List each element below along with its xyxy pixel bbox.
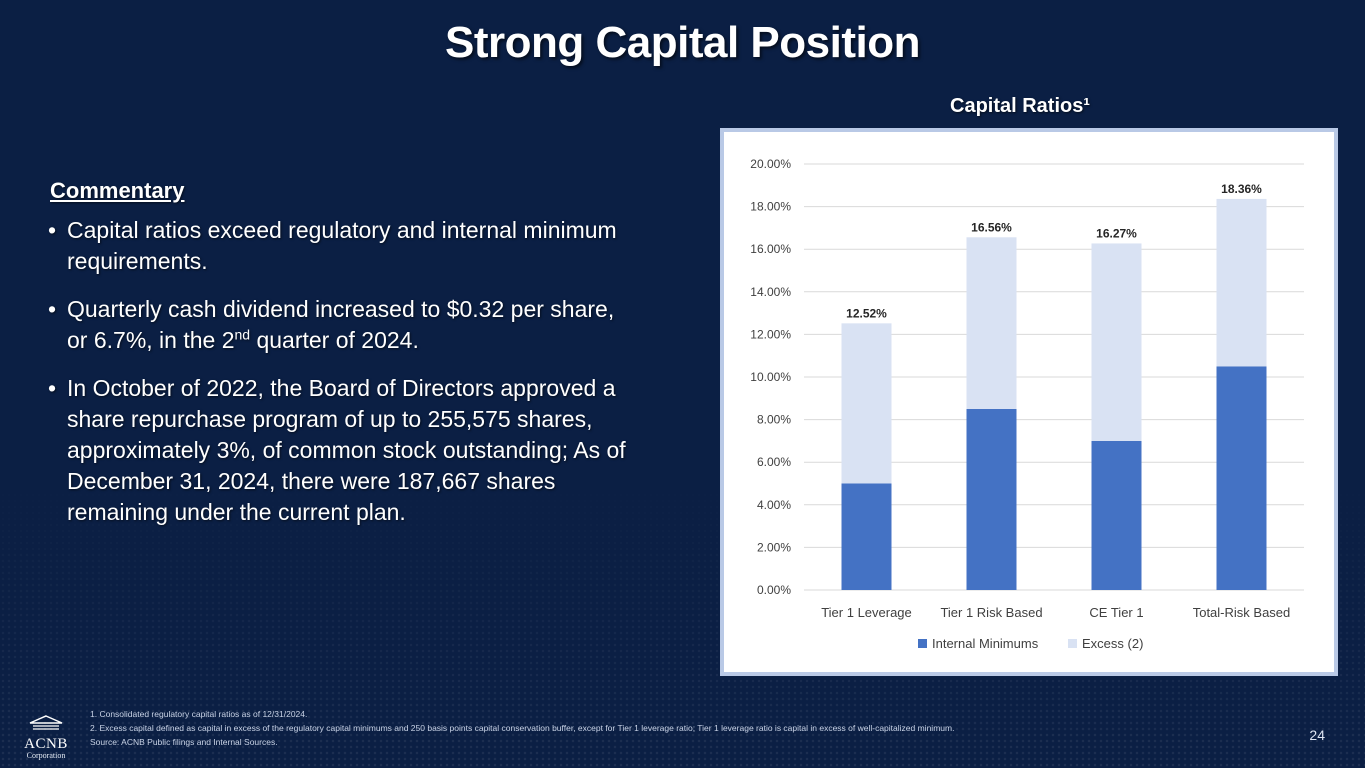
bar-internal-minimum bbox=[966, 408, 1017, 590]
total-data-label: 18.36% bbox=[1221, 182, 1262, 196]
legend-swatch-excess bbox=[1068, 639, 1077, 648]
y-tick-label: 16.00% bbox=[750, 242, 791, 256]
acnb-logo: ACNB Corporation bbox=[20, 715, 72, 763]
footnotes: 1. Consolidated regulatory capital ratio… bbox=[90, 707, 954, 749]
bullet-item: • In October of 2022, the Board of Direct… bbox=[48, 373, 638, 528]
x-tick-label: Tier 1 Risk Based bbox=[940, 605, 1042, 620]
bar-excess bbox=[1216, 198, 1267, 367]
x-tick-label: Tier 1 Leverage bbox=[821, 605, 912, 620]
y-tick-label: 4.00% bbox=[757, 498, 791, 512]
bullet-dot: • bbox=[48, 375, 57, 401]
chart-frame: 0.00% 2.00% 4.00% 6.00% 8.00% 10.00% 12.00% 14.… bbox=[720, 128, 1338, 676]
y-tick-label: 10.00% bbox=[750, 370, 791, 384]
y-tick-label: 6.00% bbox=[757, 455, 791, 469]
y-tick-label: 14.00% bbox=[750, 285, 791, 299]
bullet-text: In October of 2022, the Board of Directo… bbox=[67, 375, 626, 525]
bullet-text: quarter of 2024. bbox=[250, 327, 419, 353]
commentary-bullets: • Capital ratios exceed regulatory and in… bbox=[48, 215, 638, 545]
slide-title: Strong Capital Position bbox=[445, 18, 920, 67]
ordinal-superscript: nd bbox=[234, 326, 251, 343]
bullet-item: • Capital ratios exceed regulatory and in… bbox=[48, 215, 638, 277]
bar-excess bbox=[966, 237, 1017, 409]
page-number: 24 bbox=[1309, 727, 1325, 743]
y-tick-label: 0.00% bbox=[757, 583, 791, 597]
logo-name: ACNB bbox=[24, 736, 68, 752]
y-tick-label: 12.00% bbox=[750, 327, 791, 341]
y-tick-label: 18.00% bbox=[750, 200, 791, 214]
bank-building-icon bbox=[29, 715, 63, 730]
chart-title: Capital Ratios¹ bbox=[950, 95, 1091, 117]
bar-excess bbox=[841, 323, 892, 484]
legend-label: Excess (2) bbox=[1082, 636, 1143, 651]
bar-internal-minimum bbox=[841, 483, 892, 590]
y-tick-label: 2.00% bbox=[757, 540, 791, 554]
bullet-item: • Quarterly cash dividend increased to $0… bbox=[48, 294, 638, 356]
bullet-dot: • bbox=[48, 217, 57, 243]
x-tick-label: CE Tier 1 bbox=[1089, 605, 1143, 620]
y-tick-label: 8.00% bbox=[757, 413, 791, 427]
logo-subtitle: Corporation bbox=[26, 751, 66, 760]
footnote-2: 2. Excess capital defined as capital in … bbox=[90, 723, 955, 733]
total-data-label: 16.27% bbox=[1096, 226, 1137, 240]
bullet-text: Quarterly cash dividend increased to $0.… bbox=[67, 296, 615, 353]
total-data-label: 12.52% bbox=[846, 306, 887, 320]
legend-label: Internal Minimums bbox=[932, 636, 1039, 651]
bar-internal-minimum bbox=[1091, 440, 1142, 590]
x-tick-label: Total-Risk Based bbox=[1193, 605, 1291, 620]
capital-ratios-chart: 0.00% 2.00% 4.00% 6.00% 8.00% 10.00% 12.00% 14.… bbox=[750, 157, 1304, 651]
bar-internal-minimum bbox=[1216, 366, 1267, 590]
bullet-dot: • bbox=[48, 296, 57, 322]
y-tick-label: 20.00% bbox=[750, 157, 791, 171]
legend-swatch-internal-minimums bbox=[918, 639, 927, 648]
commentary-heading: Commentary bbox=[50, 178, 185, 203]
bar-excess bbox=[1091, 243, 1142, 441]
total-data-label: 16.56% bbox=[971, 220, 1012, 234]
footnote-1: 1. Consolidated regulatory capital ratio… bbox=[90, 709, 308, 719]
footnote-source: Source: ACNB Public filings and Internal… bbox=[90, 737, 278, 747]
bullet-text: Capital ratios exceed regulatory and int… bbox=[67, 217, 617, 274]
